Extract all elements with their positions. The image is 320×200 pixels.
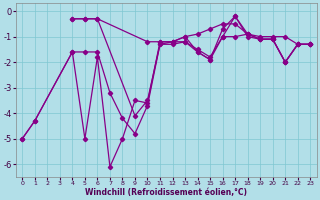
X-axis label: Windchill (Refroidissement éolien,°C): Windchill (Refroidissement éolien,°C)	[85, 188, 247, 197]
